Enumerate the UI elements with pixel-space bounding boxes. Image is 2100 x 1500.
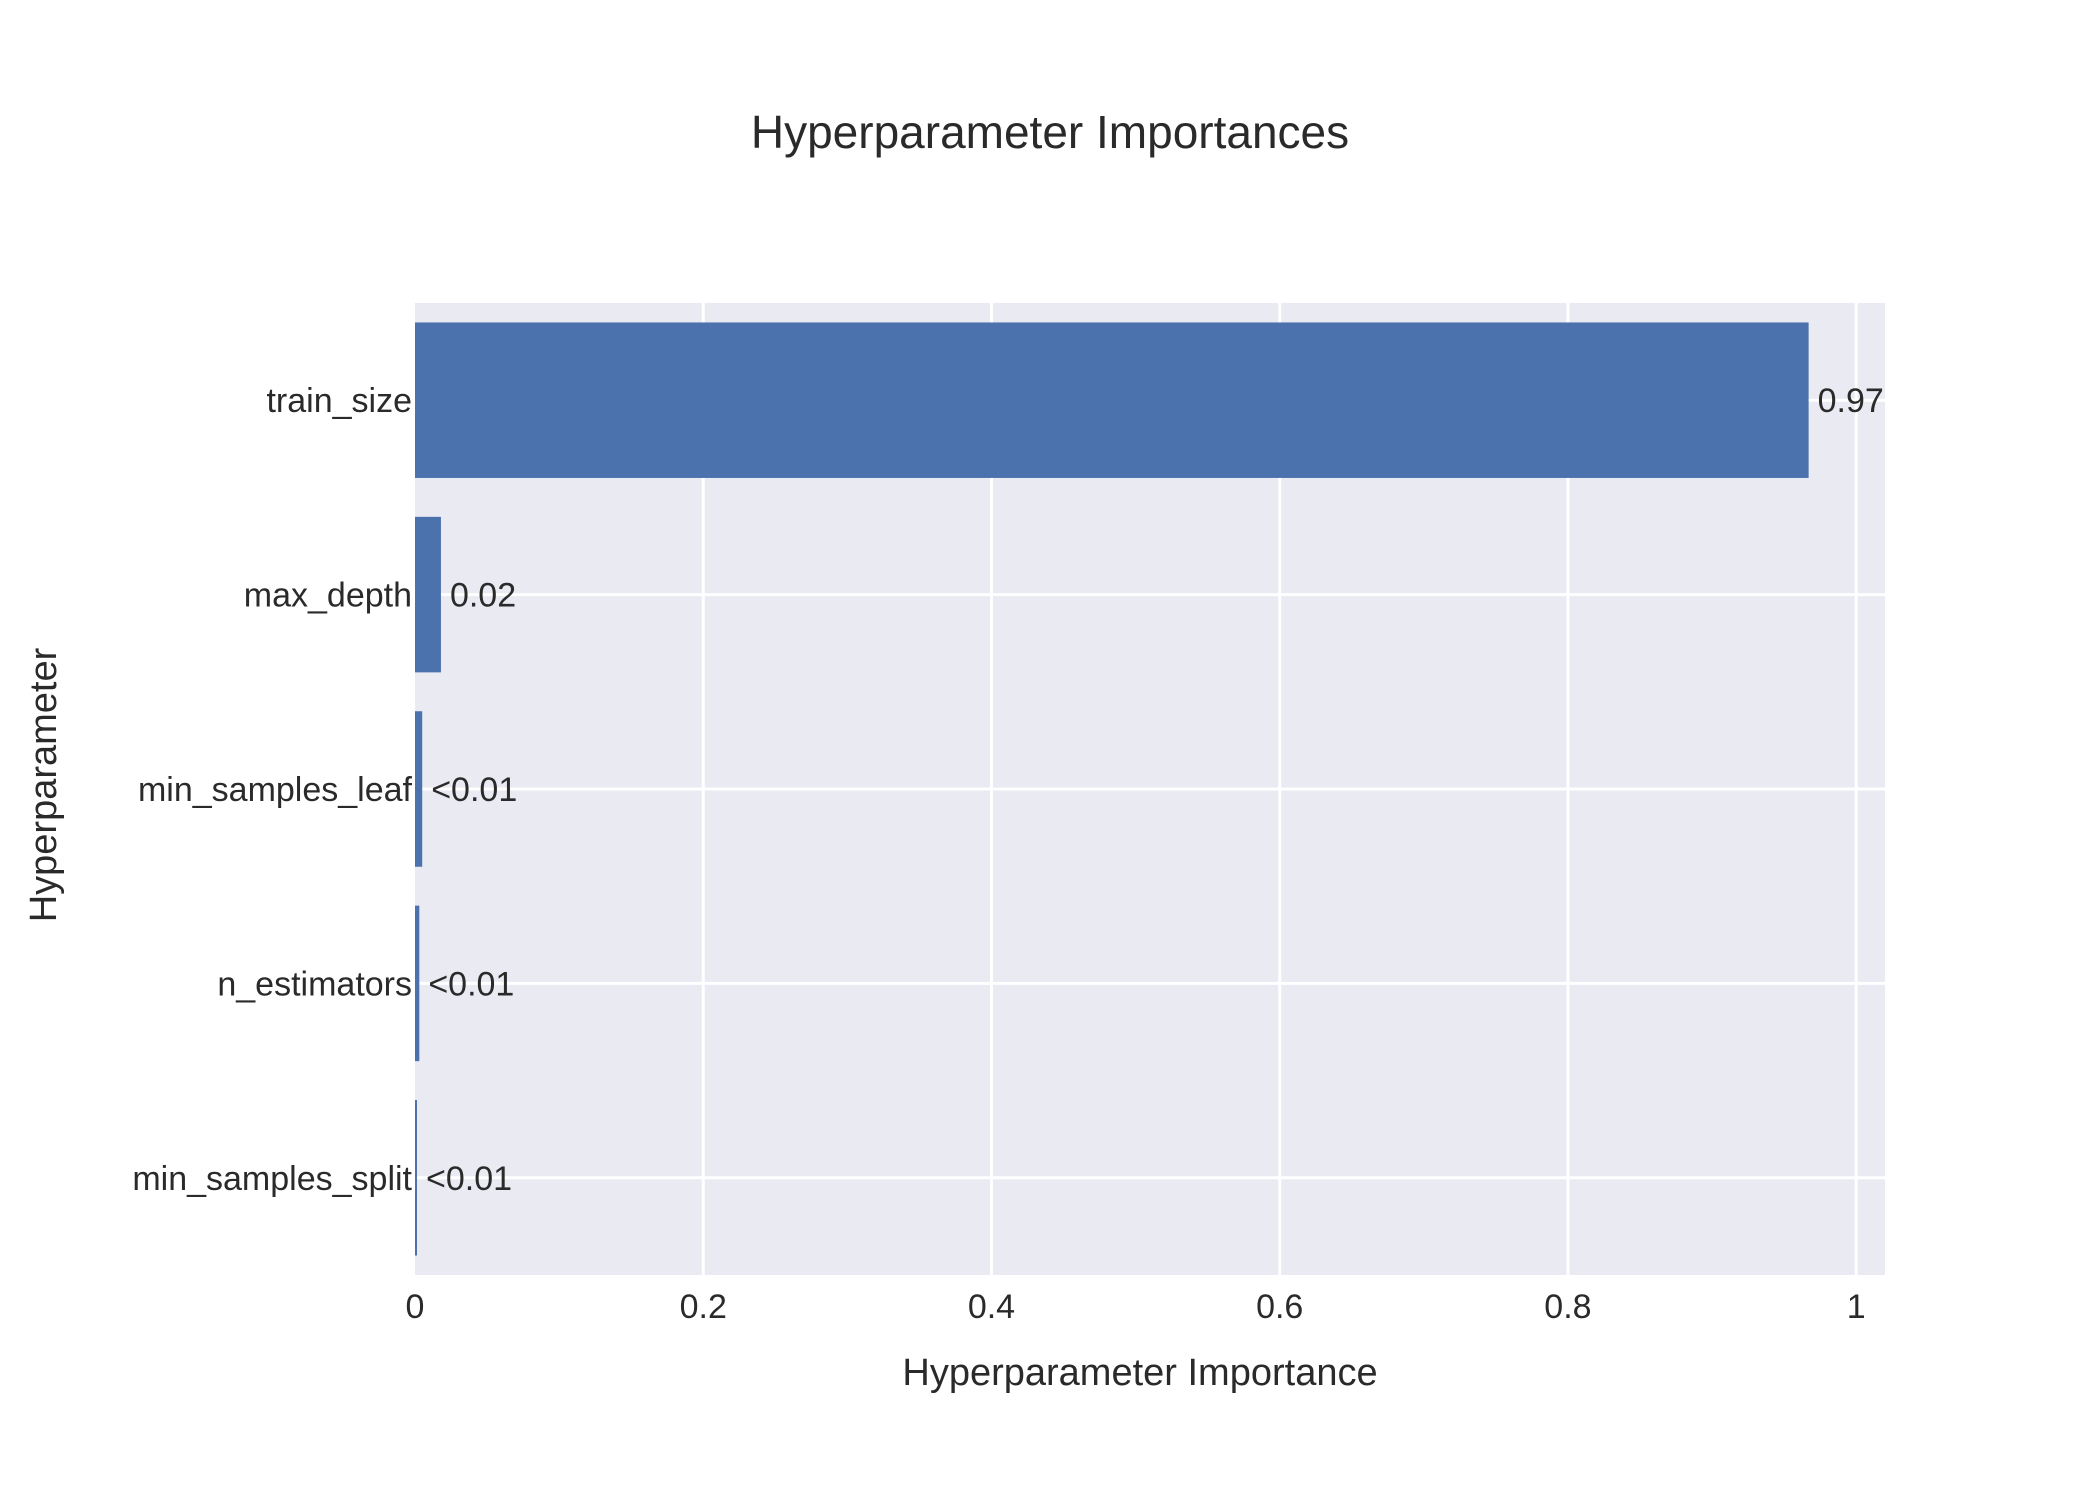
bar-value-label: <0.01 <box>426 1160 512 1198</box>
bar-value-label: 0.02 <box>450 577 516 615</box>
y-axis-title: Hyperparameter <box>23 647 65 922</box>
x-tick-label: 0 <box>406 1288 425 1326</box>
bars <box>415 322 1809 1256</box>
bar-value-label: <0.01 <box>428 965 514 1003</box>
y-tick-label: min_samples_split <box>132 1160 412 1198</box>
y-tick-label: n_estimators <box>217 965 412 1003</box>
bar-value-labels: 0.97 0.02 <0.01 <0.01 <0.01 <box>426 382 1884 1198</box>
bar-min-samples-leaf <box>415 711 423 867</box>
bar-n-estimators <box>415 905 420 1062</box>
y-tick-label: max_depth <box>244 577 412 615</box>
bar-max-depth <box>415 516 441 673</box>
x-tick-label: 0.6 <box>1256 1288 1303 1326</box>
y-tick-label: train_size <box>266 382 412 420</box>
bar-value-label: <0.01 <box>431 771 517 809</box>
bar-value-label: 0.97 <box>1818 382 1884 420</box>
y-tick-label: min_samples_leaf <box>138 771 413 809</box>
bar-train-size <box>415 322 1809 478</box>
x-tick-label: 1 <box>1847 1288 1866 1326</box>
x-axis-title: Hyperparameter Importance <box>902 1352 1377 1394</box>
x-tick-label: 0.2 <box>680 1288 727 1326</box>
bar-min-samples-split <box>415 1100 417 1256</box>
x-tick-label: 0.8 <box>1544 1288 1591 1326</box>
chart-title: Hyperparameter Importances <box>751 106 1349 158</box>
x-tick-label: 0.4 <box>968 1288 1015 1326</box>
y-axis-tick-labels: train_size max_depth min_samples_leaf n_est… <box>132 382 412 1198</box>
x-axis-tick-labels: 0 0.2 0.4 0.6 0.8 1 <box>406 1288 1866 1326</box>
